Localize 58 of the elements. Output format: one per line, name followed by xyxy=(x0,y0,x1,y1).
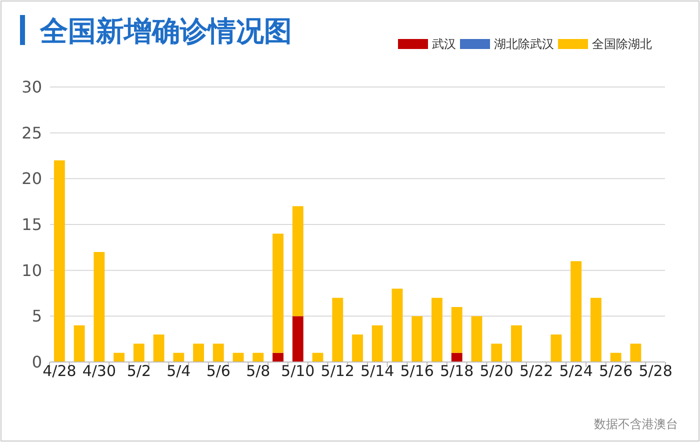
bar xyxy=(590,298,602,362)
x-tick-label: 5/18 xyxy=(440,362,474,380)
text: 数据不含港澳台 xyxy=(594,417,678,431)
legend-label: 全国除湖北 xyxy=(592,37,652,51)
bar xyxy=(74,325,85,362)
x-tick-label: 5/28 xyxy=(638,362,672,380)
bar xyxy=(252,352,264,362)
bar xyxy=(451,307,462,353)
x-tick-label: 5/12 xyxy=(320,362,354,380)
bar xyxy=(153,334,164,362)
y-tick-label: 30 xyxy=(22,78,42,96)
x-tick-label: 4/28 xyxy=(42,362,76,380)
bar xyxy=(412,316,423,362)
bar xyxy=(272,234,284,353)
legend-label: 湖北除武汉 xyxy=(494,37,554,51)
bar xyxy=(570,261,582,362)
x-tick-label: 5/14 xyxy=(360,362,394,380)
chart-title: 全国新增确诊情况图 xyxy=(39,14,292,48)
bar xyxy=(332,298,344,362)
legend-label: 武汉 xyxy=(432,37,456,51)
bar xyxy=(630,344,642,362)
y-tick-label: 25 xyxy=(22,123,42,142)
x-tick-label: 4/30 xyxy=(82,362,116,380)
x-tick-label: 5/6 xyxy=(206,362,230,380)
x-tick-label: 5/22 xyxy=(519,362,554,380)
bar xyxy=(94,252,105,362)
bar xyxy=(372,325,383,362)
bar xyxy=(54,160,65,362)
y-tick-label: 5 xyxy=(32,306,42,326)
bar xyxy=(133,344,144,362)
x-tick-label: 5/16 xyxy=(400,362,434,380)
y-tick-label: 0 xyxy=(32,352,42,372)
bar xyxy=(511,325,522,362)
bar xyxy=(212,344,224,362)
bar xyxy=(173,352,184,362)
bar xyxy=(392,288,403,362)
x-tick-label: 5/10 xyxy=(281,362,315,380)
bar xyxy=(114,352,125,362)
bar xyxy=(272,352,284,362)
x-tick-label: 5/2 xyxy=(126,362,151,380)
x-tick-label: 5/8 xyxy=(246,362,270,380)
bar xyxy=(432,298,442,362)
bar xyxy=(292,316,304,362)
bar xyxy=(610,352,622,362)
bar xyxy=(491,344,502,362)
y-tick-label: 10 xyxy=(22,260,42,280)
bar xyxy=(292,206,304,316)
y-tick-label: 20 xyxy=(22,169,42,188)
y-tick-label: 15 xyxy=(22,215,42,234)
x-tick-label: 5/20 xyxy=(480,362,514,380)
x-tick-label: 5/26 xyxy=(598,362,633,380)
bar xyxy=(193,344,204,362)
bar xyxy=(471,316,482,362)
bar xyxy=(451,352,462,362)
x-tick-label: 5/4 xyxy=(166,362,191,380)
x-tick-label: 5/24 xyxy=(559,362,593,380)
bar xyxy=(550,334,562,362)
bar xyxy=(352,334,363,362)
